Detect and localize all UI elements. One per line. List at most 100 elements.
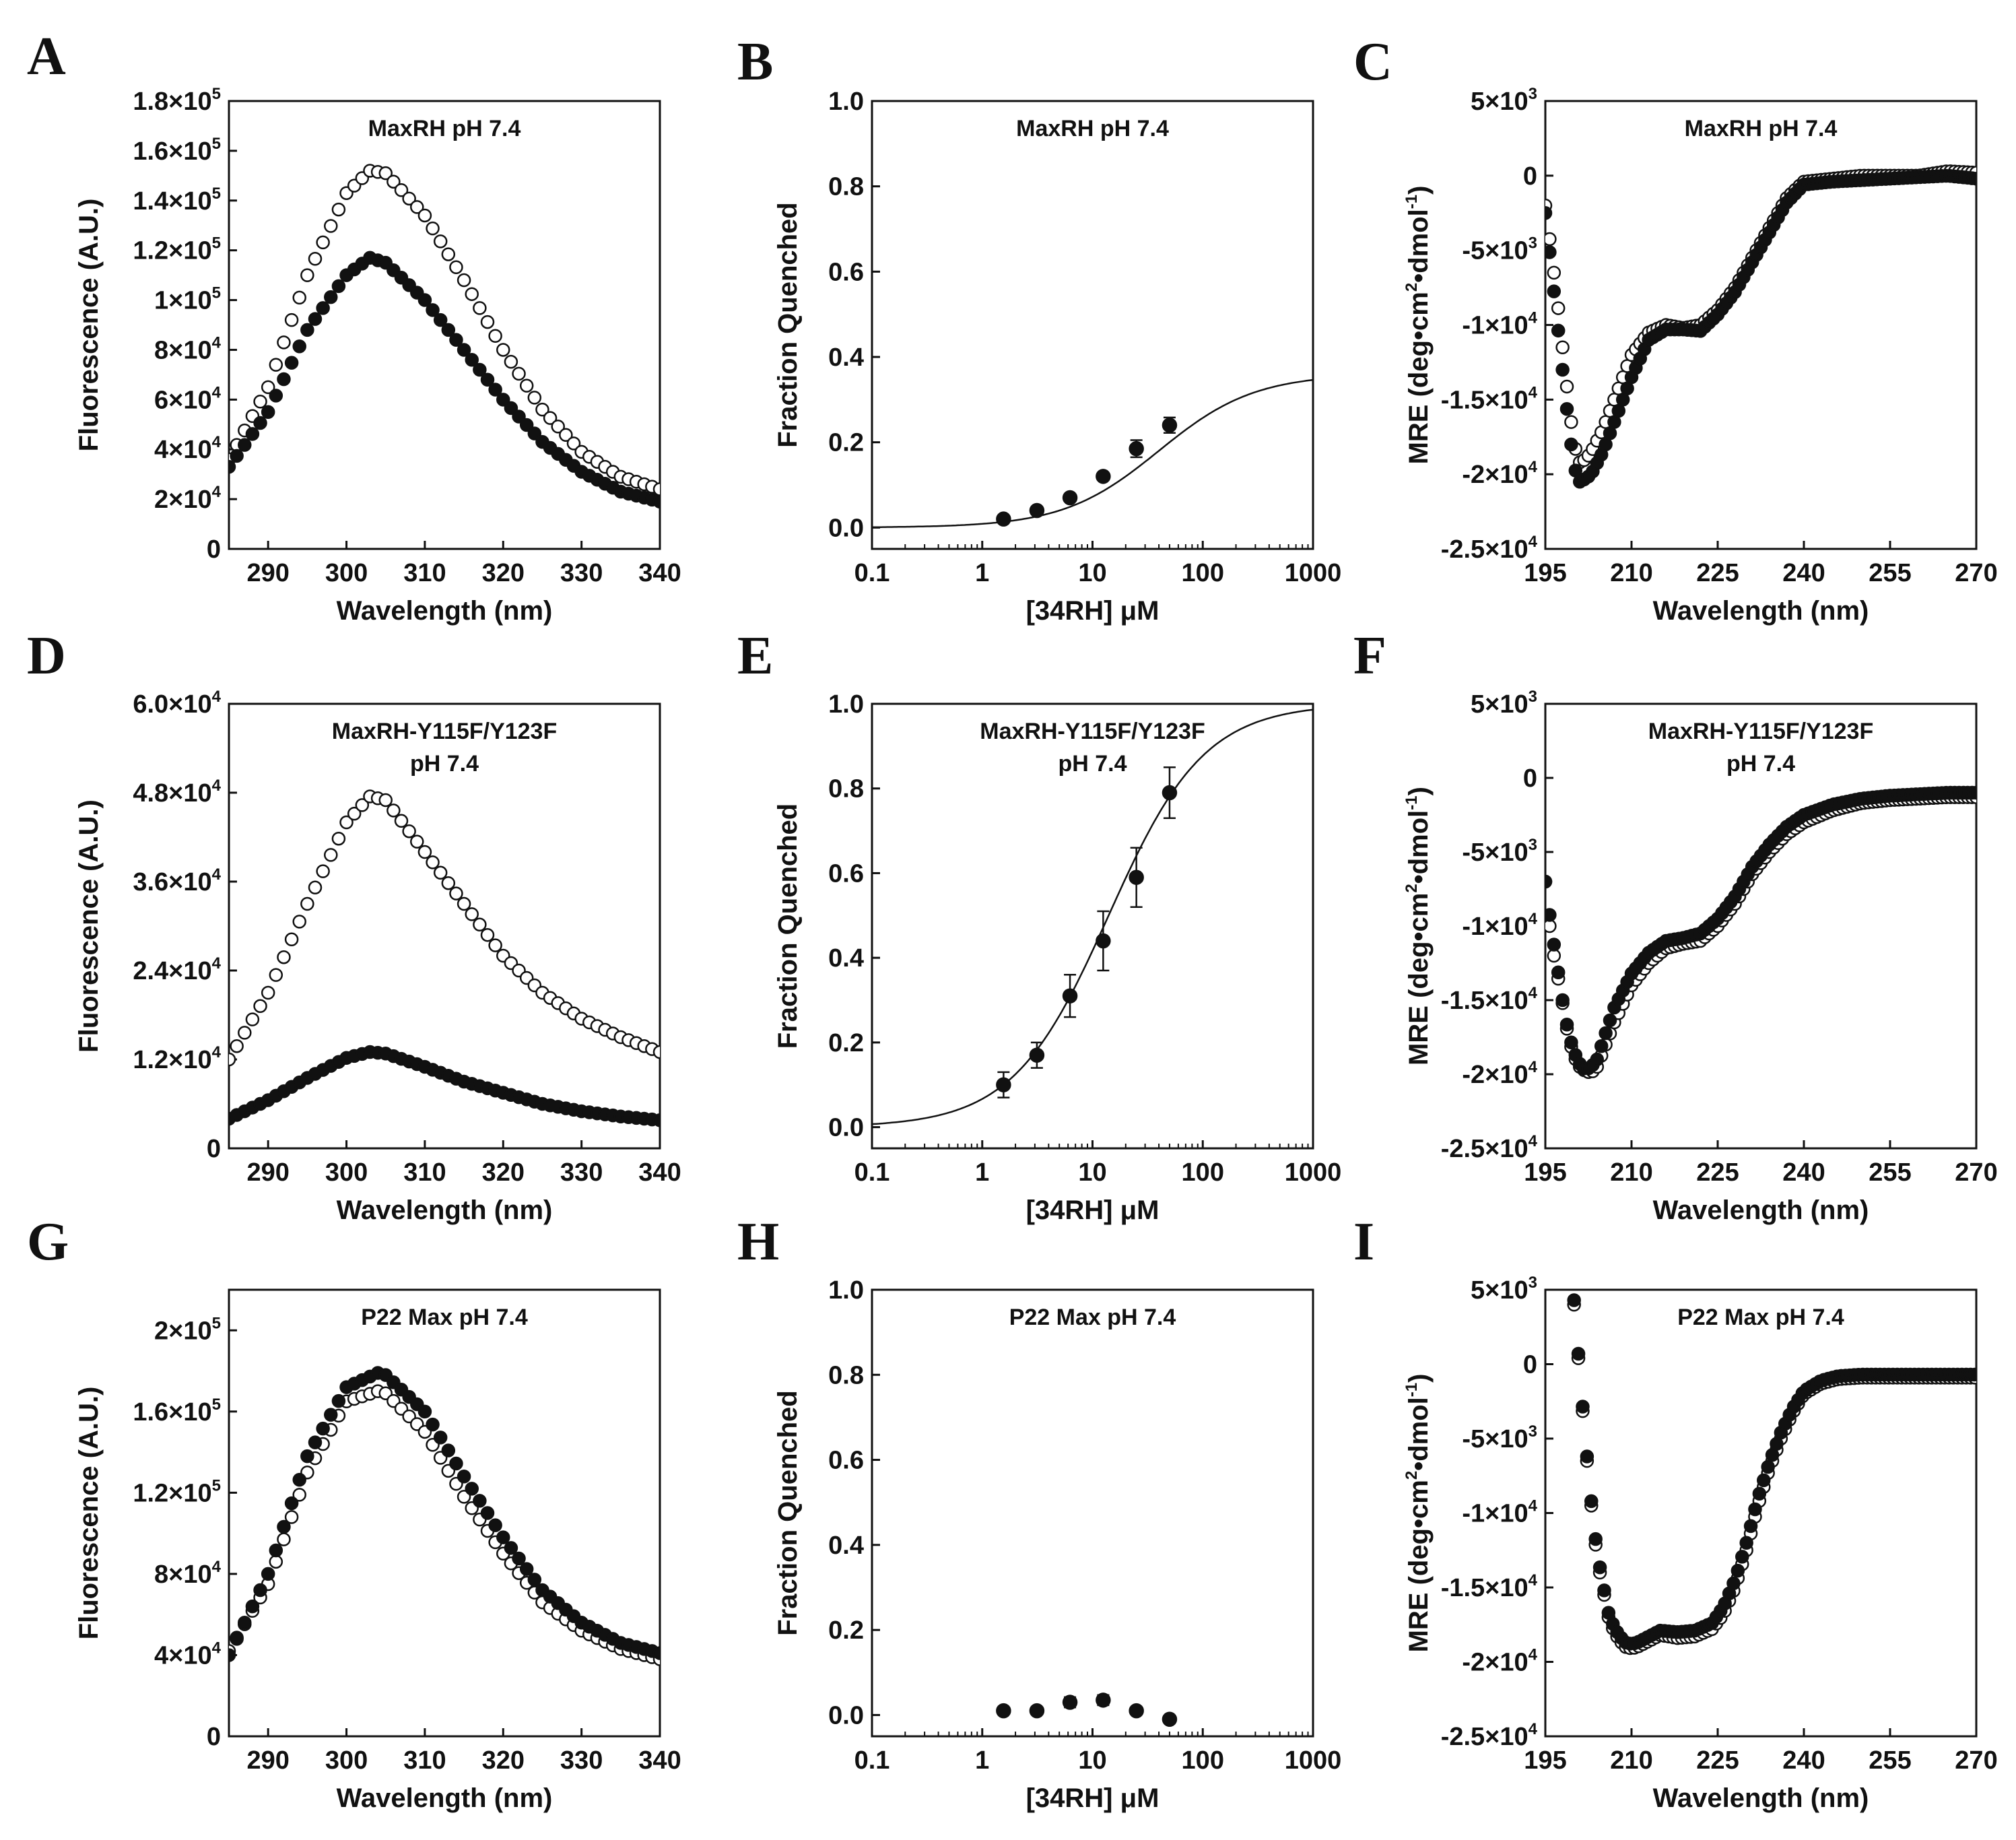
- x-tick-label: 210: [1610, 559, 1652, 587]
- data-point: [1555, 340, 1570, 354]
- data-point: [316, 235, 330, 250]
- data-point: [1029, 1703, 1045, 1719]
- data-point: [433, 313, 448, 327]
- x-tick-label: 1: [975, 559, 989, 587]
- x-tick-label: 240: [1782, 1158, 1825, 1187]
- y-tick-label: 5×103​: [1471, 688, 1537, 719]
- x-tick-label: 0.1: [854, 1158, 890, 1187]
- x-tick-label: 340: [638, 1158, 681, 1187]
- chart-panel-I: I 195 210 225 240 255 270 5×103​ 0 -5×103​ -1×104​…: [1353, 1212, 1998, 1813]
- data-point: [253, 1583, 267, 1598]
- data-point: [1590, 1052, 1605, 1067]
- data-point: [473, 1494, 487, 1508]
- y-tick-label: -2.5×104​: [1441, 533, 1538, 564]
- data-point: [652, 1113, 660, 1127]
- data-point: [1062, 490, 1078, 506]
- data-point: [229, 459, 236, 474]
- plot-frame: [871, 1288, 1314, 1738]
- data-point: [378, 793, 393, 808]
- data-point: [269, 1554, 283, 1569]
- data-point: [1599, 1026, 1613, 1041]
- data-point: [1748, 1502, 1762, 1517]
- panel-title: MaxRH pH 7.4: [368, 116, 521, 141]
- data-point: [292, 915, 306, 929]
- data-point: [480, 315, 495, 329]
- data-point: [488, 383, 502, 397]
- data-point: [1547, 284, 1561, 298]
- x-tick-label: 330: [560, 559, 603, 587]
- data-point: [394, 814, 409, 828]
- panel-letter: E: [737, 626, 773, 686]
- x-tick-label: 290: [246, 1158, 289, 1187]
- data-point: [1739, 1536, 1753, 1550]
- y-tick-label: 2×105​: [154, 1314, 221, 1345]
- panel-title: pH 7.4: [1058, 751, 1127, 777]
- x-tick-label: 210: [1610, 1158, 1652, 1187]
- data-point: [512, 1551, 526, 1566]
- y-tick-label: 8×104​: [154, 333, 222, 364]
- plot-frame: [228, 702, 661, 1150]
- data-point: [230, 1632, 244, 1646]
- data-point: [253, 395, 267, 409]
- y-tick-label: -1.5×104​: [1441, 984, 1538, 1015]
- data-point: [1551, 323, 1566, 338]
- y-axis-label: Fraction Quenched: [773, 803, 803, 1049]
- x-tick-label: 225: [1696, 1158, 1739, 1187]
- y-tick-label: 3.6×104​: [133, 865, 221, 896]
- x-tick-label: 310: [403, 1158, 446, 1187]
- panel-title: P22 Max pH 7.4: [1677, 1305, 1844, 1330]
- x-tick-label: 320: [482, 559, 525, 587]
- data-point: [300, 268, 314, 282]
- series-open: [1567, 1297, 1976, 1655]
- data-point: [229, 1648, 236, 1662]
- data-point: [457, 1490, 471, 1504]
- data-point: [1547, 938, 1561, 952]
- data-point: [1615, 393, 1630, 407]
- y-tick-label: 1×105​: [154, 284, 221, 315]
- data-point: [488, 1518, 502, 1532]
- y-tick-label: -5×103​: [1462, 1422, 1537, 1453]
- y-tick-label: -2.5×104​: [1441, 1132, 1538, 1163]
- data-point: [331, 1393, 346, 1408]
- data-point: [473, 301, 487, 315]
- x-tick-label: 0.1: [854, 1746, 890, 1775]
- data-point: [426, 303, 440, 317]
- y-tick-label: 4.8×104​: [133, 777, 221, 808]
- data-point: [324, 848, 338, 862]
- data-point: [1096, 933, 1111, 949]
- data-point: [387, 174, 401, 189]
- data-point: [1757, 1473, 1771, 1488]
- data-point: [457, 273, 471, 288]
- panel-letter: H: [737, 1212, 779, 1272]
- y-tick-label: 0.6: [828, 258, 864, 286]
- y-tick-label: 0.2: [828, 1029, 864, 1057]
- x-tick-label: 100: [1182, 1158, 1224, 1187]
- data-point: [417, 293, 432, 307]
- plot-frame: [1544, 100, 1978, 550]
- panel-title: P22 Max pH 7.4: [1009, 1305, 1176, 1330]
- data-point: [331, 831, 346, 846]
- data-point: [1601, 1606, 1616, 1620]
- data-point: [417, 1404, 432, 1419]
- series-filled: [1567, 1293, 1976, 1651]
- data-point: [496, 343, 510, 357]
- data-point: [269, 1543, 283, 1558]
- y-tick-label: 0: [1523, 162, 1537, 191]
- x-tick-label: 1: [975, 1746, 989, 1775]
- data-point: [1129, 869, 1144, 885]
- plot-frame: [228, 100, 661, 550]
- data-point: [1545, 206, 1553, 220]
- x-tick-label: 300: [325, 1746, 368, 1775]
- panel-title: MaxRH pH 7.4: [1016, 116, 1169, 141]
- data-point: [488, 329, 502, 343]
- y-tick-label: 0.6: [828, 1447, 864, 1475]
- data-point: [652, 1045, 660, 1059]
- data-point: [512, 409, 526, 424]
- data-point: [559, 428, 573, 442]
- panel-title: pH 7.4: [410, 751, 479, 777]
- series-open: [229, 164, 660, 496]
- data-point: [1576, 1400, 1590, 1414]
- data-point: [1584, 1494, 1599, 1509]
- y-tick-label: 1.0: [828, 690, 864, 719]
- y-tick-label: 5×103​: [1471, 85, 1537, 116]
